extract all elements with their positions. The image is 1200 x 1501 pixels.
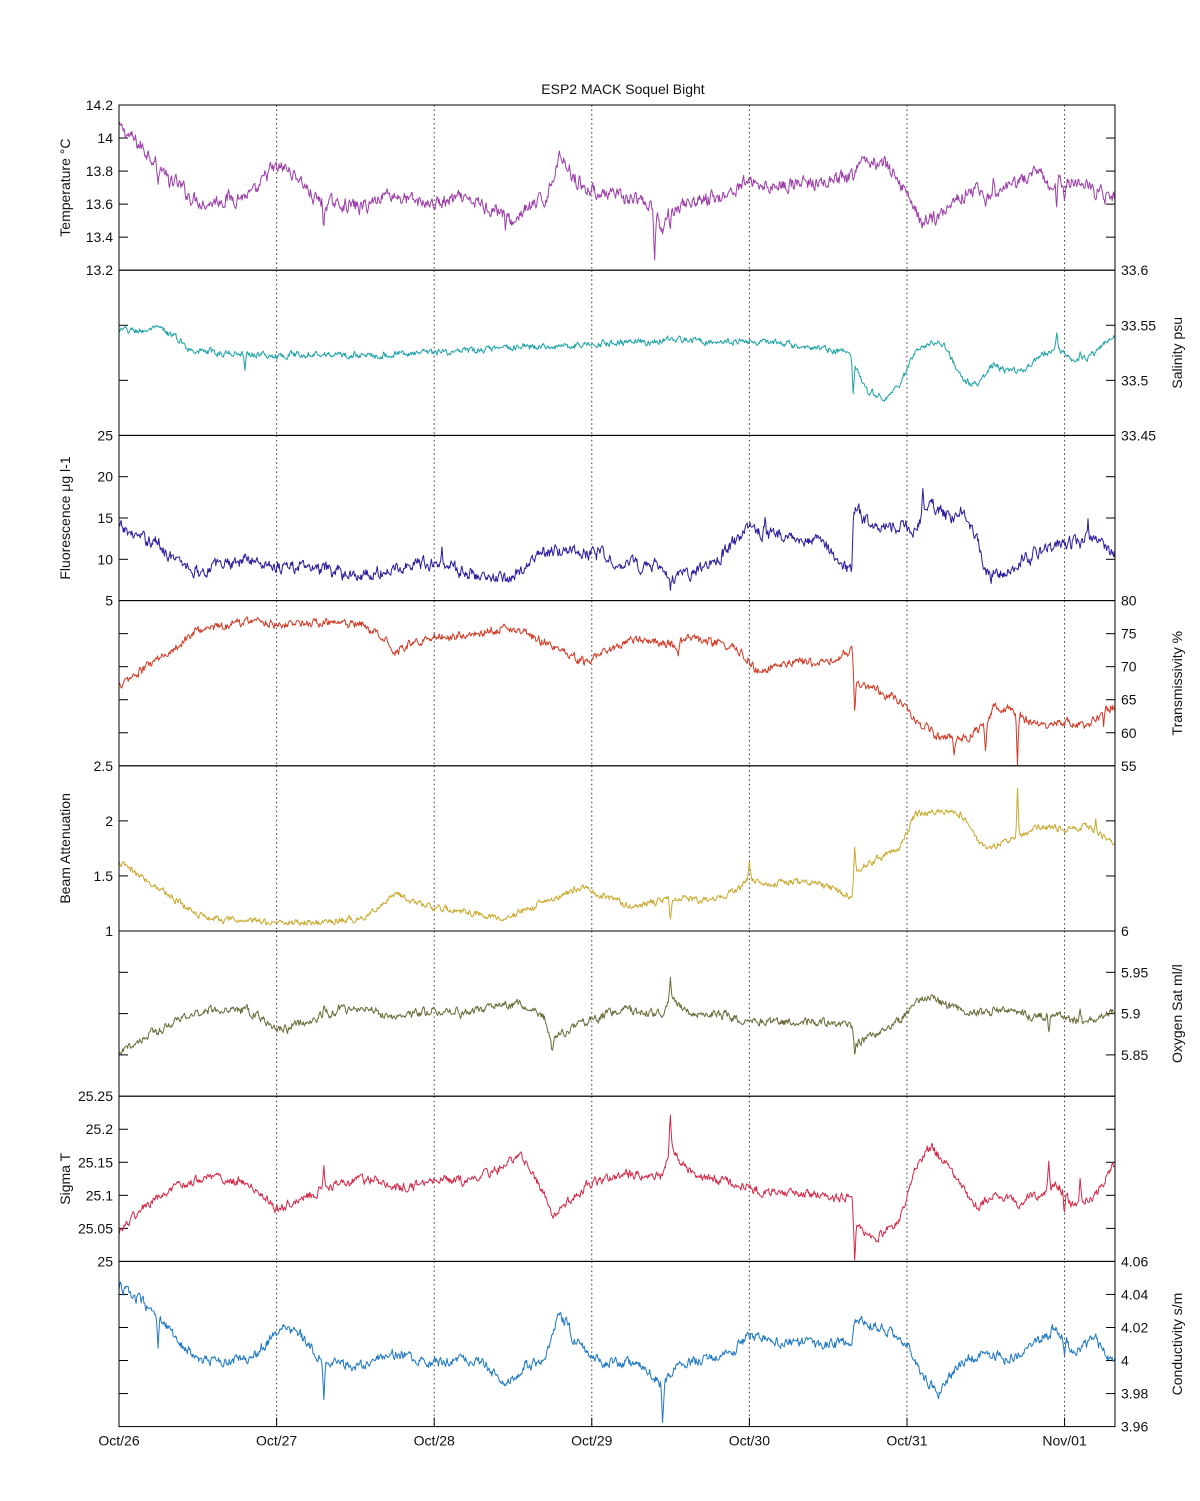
x-tick-label: Oct/30: [729, 1433, 770, 1449]
y-tick-label: 25: [97, 427, 113, 443]
y-axis-title: Transmissivity %: [1169, 631, 1185, 736]
series-line-beam_attenuation: [118, 787, 1116, 926]
x-tick-label: Oct/29: [571, 1433, 612, 1449]
y-tick-label: 14: [97, 130, 113, 146]
y-tick-label: 2: [105, 813, 113, 829]
y-axis-title: Oxygen Sat ml/l: [1169, 964, 1185, 1063]
series-line-transmissivity: [118, 616, 1116, 766]
y-tick-label: 3.98: [1121, 1386, 1148, 1402]
x-tick-label: Oct/31: [886, 1433, 927, 1449]
y-axis-title: Sigma T: [57, 1152, 73, 1204]
y-tick-label: 6: [1121, 923, 1129, 939]
y-tick-label: 10: [97, 551, 113, 567]
series-line-sigma_t: [118, 1114, 1116, 1261]
y-tick-label: 13.2: [86, 262, 113, 278]
series-line-conductivity: [118, 1281, 1116, 1423]
y-tick-label: 4.02: [1121, 1319, 1148, 1335]
y-axis-title: Temperature °C: [57, 138, 73, 236]
panel-fluorescence: 10 15 20 25 5 Fluorescence μg l-1: [57, 427, 1116, 609]
series-line-salinity: [118, 324, 1116, 402]
y-tick-label: 5.85: [1121, 1047, 1148, 1063]
panel-beam_attenuation: 1.5 2 2.5 1 Beam Attenuation: [57, 758, 1116, 939]
y-tick-label: 25.25: [78, 1088, 113, 1104]
x-tick-label: Oct/26: [98, 1433, 139, 1449]
series-line-temperature: [118, 122, 1116, 261]
y-tick-label: 80: [1121, 593, 1137, 609]
y-tick-label: 3.96: [1121, 1419, 1148, 1435]
y-tick-label: 5: [105, 593, 113, 609]
x-tick-label: Oct/28: [414, 1433, 455, 1449]
x-tick-label: Oct/27: [256, 1433, 297, 1449]
panel-frame: [118, 1095, 1116, 1262]
panel-sigma_t: 25.05 25.1 25.15 25.2 25.25 25 Sigma T: [57, 1088, 1116, 1269]
y-tick-label: 13.6: [86, 196, 113, 212]
panel-temperature: 13.4 13.6 13.8 14 14.2 13.2 Temperature °C: [57, 97, 1116, 278]
y-tick-label: 1: [105, 923, 113, 939]
y-tick-label: 13.8: [86, 163, 113, 179]
panel-oxygen_sat: 5.85 5.9 5.95 6 Oxygen Sat ml/l: [118, 923, 1185, 1097]
y-tick-label: 25: [97, 1253, 113, 1269]
y-tick-label: 33.6: [1121, 262, 1148, 278]
y-tick-label: 15: [97, 510, 113, 526]
panel-frame: [118, 1260, 1116, 1428]
panel-conductivity: 3.98 4 4.02 4.04 4.06 3.96 Conductivity s/m: [118, 1253, 1185, 1435]
y-tick-label: 70: [1121, 659, 1137, 675]
y-tick-label: 4.06: [1121, 1253, 1148, 1269]
y-tick-label: 60: [1121, 725, 1137, 741]
x-axis: Oct/26 Oct/27 Oct/28 Oct/29 Oct/30 Oct/31 Nov/…: [98, 1417, 1087, 1449]
y-tick-label: 5.95: [1121, 964, 1148, 980]
panel-salinity: 33.5 33.55 33.6 33.45 Salinity psu: [118, 262, 1185, 443]
y-tick-label: 4: [1121, 1353, 1129, 1369]
panel-transmissivity: 60 65 70 75 80 55 Transmissivity %: [118, 593, 1185, 774]
y-tick-label: 25.05: [78, 1220, 113, 1236]
y-tick-label: 2.5: [94, 758, 114, 774]
y-axis-title: Salinity psu: [1169, 317, 1185, 389]
y-tick-label: 55: [1121, 758, 1137, 774]
y-tick-label: 33.5: [1121, 372, 1148, 388]
y-tick-label: 14.2: [86, 97, 113, 113]
y-axis-title: Conductivity s/m: [1169, 1293, 1185, 1396]
y-tick-label: 20: [97, 469, 113, 485]
series-line-fluorescence: [118, 488, 1116, 591]
y-tick-label: 25.1: [86, 1187, 113, 1203]
y-tick-label: 25.2: [86, 1121, 113, 1137]
panel-frame: [118, 104, 1116, 271]
y-axis-title: Beam Attenuation: [57, 793, 73, 904]
y-tick-label: 33.45: [1121, 427, 1156, 443]
y-tick-label: 75: [1121, 626, 1137, 642]
panel-frame: [118, 765, 1116, 932]
y-tick-label: 25.15: [78, 1154, 113, 1170]
chart-title: ESP2 MACK Soquel Bight: [541, 81, 705, 97]
y-axis-title: Fluorescence μg l-1: [57, 456, 73, 579]
panel-frame: [118, 930, 1116, 1097]
y-tick-label: 1.5: [94, 868, 114, 884]
y-tick-label: 65: [1121, 692, 1137, 708]
x-tick-label: Nov/01: [1042, 1433, 1087, 1449]
y-tick-label: 13.4: [86, 229, 113, 245]
y-tick-label: 4.04: [1121, 1286, 1148, 1302]
panel-frame: [118, 269, 1116, 436]
y-tick-label: 5.9: [1121, 1006, 1141, 1022]
series-line-oxygen_sat: [118, 976, 1116, 1055]
y-tick-label: 33.55: [1121, 317, 1156, 333]
